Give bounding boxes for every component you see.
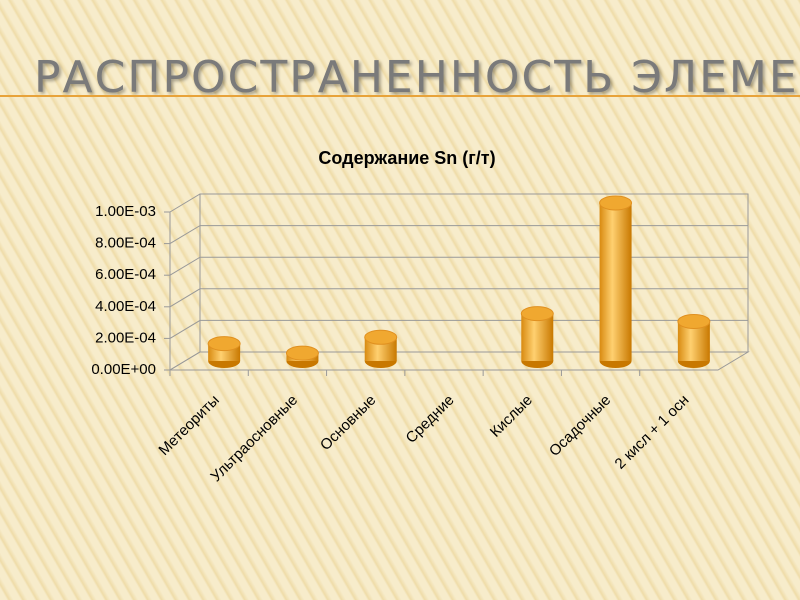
title-rule <box>0 95 800 97</box>
y-tick-label: 6.00E-04 <box>95 266 156 283</box>
x-tick-label: Метеориты <box>155 392 222 459</box>
floor <box>168 351 750 371</box>
chart-title: Содержание Sn (г/т) <box>318 148 495 168</box>
bar-top <box>364 329 398 345</box>
x-tick-label: Основные <box>317 392 379 454</box>
y-tick-label: 2.00E-04 <box>95 329 156 346</box>
grid-line <box>169 351 748 371</box>
y-tick-label: 0.00E+00 <box>91 361 156 378</box>
bar-top <box>285 345 319 361</box>
grid-line <box>169 319 748 339</box>
grid-line <box>169 256 748 276</box>
grid-line <box>169 193 748 213</box>
y-tick-label: 1.00E-03 <box>95 203 156 220</box>
grid-line <box>169 288 748 308</box>
x-tick-label: Ультраосновные <box>207 392 301 486</box>
x-tick-label: Кислые <box>487 392 536 441</box>
x-tick-label: Осадочные <box>546 392 614 460</box>
bar-top <box>677 314 711 329</box>
x-tick-label: Средние <box>403 392 458 447</box>
bar-top <box>520 306 554 322</box>
y-tick-label: 8.00E-04 <box>95 235 156 252</box>
bar <box>521 313 554 361</box>
bar-top <box>599 195 633 211</box>
x-tick-label: 2 кисл + 1 осн <box>612 392 693 473</box>
y-tick-label: 4.00E-04 <box>95 298 156 315</box>
slide-title: РАСПРОСТРАНЕННОСТЬ ЭЛЕМЕНТА <box>34 52 800 103</box>
back-wall <box>199 193 749 353</box>
bar <box>599 203 632 361</box>
grid-line <box>169 225 748 245</box>
bar-top <box>207 336 241 352</box>
